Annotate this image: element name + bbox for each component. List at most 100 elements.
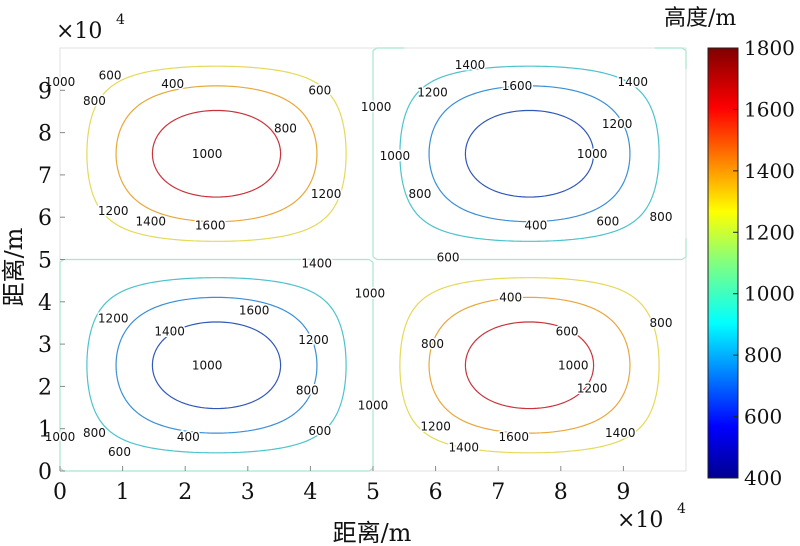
- contour-label: 600: [108, 445, 131, 459]
- y-tick-label: 6: [38, 206, 52, 231]
- contour-label: 800: [421, 337, 444, 351]
- contour-label: 1400: [605, 426, 636, 440]
- y-axis-multiplier: ×10 4: [56, 12, 125, 44]
- contour-line-800: [86, 65, 660, 454]
- contour-label: 800: [650, 316, 673, 330]
- y-tick-label: 1: [38, 418, 52, 443]
- contour-label: 400: [524, 219, 547, 233]
- x-tick-label: 8: [554, 480, 568, 505]
- contour-label: 1000: [361, 100, 392, 114]
- contour-label: 600: [437, 250, 460, 264]
- colorbar-tick-label: 800: [744, 343, 782, 367]
- colorbar-tick-label: 1400: [744, 159, 795, 183]
- contour-label: 600: [308, 83, 331, 97]
- contour-label: 1000: [358, 398, 389, 412]
- contour-line-1600: [151, 109, 595, 410]
- y-axis-ticks: 0 1 2 3 4 5 6 7 8 9: [38, 79, 65, 485]
- contour-label: 1600: [239, 303, 270, 317]
- colorbar-tick-label: 1600: [744, 97, 795, 121]
- y-tick-label: 8: [38, 122, 52, 147]
- x-tick-label: 1: [116, 480, 130, 505]
- contour-label: 1000: [577, 147, 608, 161]
- contour-label: 800: [650, 210, 673, 224]
- contour-label: 1200: [311, 187, 342, 201]
- y-tick-label: 9: [38, 79, 52, 104]
- colorbar-ticks: 400 600 800 1000 1200 1400 1600 1800: [733, 36, 795, 490]
- contour-label: 600: [99, 69, 122, 83]
- contour-label: 400: [161, 77, 184, 91]
- contour-label: 800: [83, 94, 106, 108]
- contour-label: 1000: [45, 75, 76, 89]
- x-tick-label: 4: [303, 480, 317, 505]
- colorbar-tick-label: 1000: [744, 282, 795, 306]
- contour-label: 600: [596, 214, 619, 228]
- y-multiplier-exponent: 4: [116, 12, 125, 28]
- y-tick-label: 3: [38, 333, 52, 358]
- x-tick-label: 9: [616, 480, 630, 505]
- contour-label: 1600: [195, 219, 226, 233]
- x-multiplier-base: ×10: [617, 508, 663, 533]
- colorbar-tick-label: 400: [744, 466, 782, 490]
- x-axis-ticks: 0 1 2 3 4 5 6 7 8 9: [53, 466, 630, 505]
- contour-label: 1200: [577, 382, 608, 396]
- contour-line-1000: [59, 47, 687, 472]
- x-tick-label: 6: [429, 480, 443, 505]
- contour-label: 1400: [618, 75, 649, 89]
- contour-label: 400: [177, 430, 200, 444]
- colorbar-title: 高度/m: [664, 6, 736, 31]
- contour-label: 1400: [455, 58, 486, 72]
- x-axis-label: 距离/m: [333, 519, 412, 546]
- contour-label: 1000: [192, 358, 223, 372]
- contour-label: 1000: [192, 147, 223, 161]
- colorbar-tick-label: 600: [744, 405, 782, 429]
- contour-label: 1200: [420, 420, 451, 434]
- colorbar: 高度/m 400 600 800 1000 1200 1400 1600 1800: [664, 6, 795, 490]
- contour-label: 1400: [136, 214, 167, 228]
- contour-line-600: [115, 85, 631, 434]
- contour-label: 1400: [449, 441, 480, 455]
- x-tick-label: 7: [491, 480, 505, 505]
- contour-label: 800: [296, 384, 319, 398]
- y-tick-label: 2: [38, 375, 52, 400]
- contour-label: 1000: [45, 430, 76, 444]
- contour-label: 1000: [380, 149, 411, 163]
- contour-label: 800: [408, 187, 431, 201]
- colorbar-gradient: [707, 47, 739, 479]
- contour-label: 1000: [558, 358, 589, 372]
- contour-label: 1400: [154, 324, 185, 338]
- y-tick-label: 0: [38, 460, 52, 485]
- contour-line-400: [151, 109, 595, 410]
- colorbar-tick-label: 1800: [744, 36, 795, 60]
- contour-label: 1200: [417, 85, 448, 99]
- x-tick-label: 5: [366, 480, 380, 505]
- contour-label: 800: [274, 121, 297, 135]
- contour-label: 1000: [355, 286, 386, 300]
- y-tick-label: 4: [38, 291, 52, 316]
- x-multiplier-exponent: 4: [677, 501, 686, 517]
- y-axis-label: 距离/m: [0, 227, 28, 306]
- x-tick-label: 2: [178, 480, 192, 505]
- contour-label: 1600: [499, 430, 530, 444]
- x-tick-label: 3: [241, 480, 255, 505]
- x-axis-multiplier: ×10 4: [617, 501, 686, 533]
- contour-label: 400: [499, 291, 522, 305]
- contour-lines: [59, 47, 687, 472]
- contour-label: 600: [308, 424, 331, 438]
- contour-label: 1200: [602, 117, 633, 131]
- contour-label: 1200: [98, 204, 129, 218]
- contour-label: 1200: [98, 312, 129, 326]
- y-tick-label: 5: [38, 249, 52, 274]
- contour-label: 1400: [301, 257, 332, 271]
- contour-label: 1600: [502, 79, 533, 93]
- colorbar-tick-label: 1200: [744, 220, 795, 244]
- y-tick-label: 7: [38, 164, 52, 189]
- x-tick-label: 0: [53, 480, 67, 505]
- contour-label: 600: [556, 324, 579, 338]
- contour-label: 1200: [298, 333, 329, 347]
- contour-line-1200: [86, 65, 660, 454]
- y-multiplier-base: ×10: [56, 19, 102, 44]
- contour-label: 800: [83, 426, 106, 440]
